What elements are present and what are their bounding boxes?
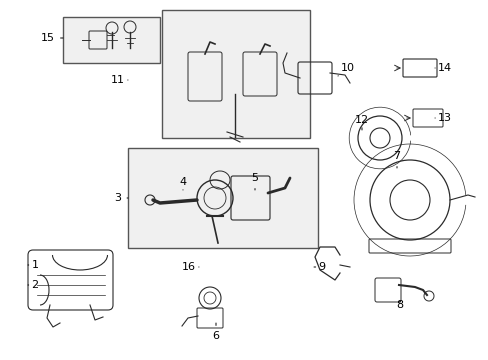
Text: 10: 10: [337, 63, 354, 76]
Text: 1: 1: [28, 260, 39, 270]
Text: 13: 13: [434, 113, 451, 123]
Text: 7: 7: [393, 151, 400, 168]
Text: 4: 4: [179, 177, 186, 190]
Text: 16: 16: [182, 262, 199, 272]
Text: 12: 12: [354, 115, 368, 130]
Text: 9: 9: [313, 262, 325, 272]
Bar: [162, 10, 309, 138]
Text: 15: 15: [41, 33, 63, 43]
Bar: [63, 17, 160, 63]
Text: 3: 3: [114, 193, 128, 203]
Text: 8: 8: [396, 300, 403, 310]
Bar: [128, 148, 317, 248]
Text: 5: 5: [251, 173, 258, 190]
Text: 6: 6: [212, 323, 219, 341]
Text: 14: 14: [434, 63, 451, 73]
Text: 11: 11: [111, 75, 128, 85]
Text: 2: 2: [28, 280, 39, 290]
